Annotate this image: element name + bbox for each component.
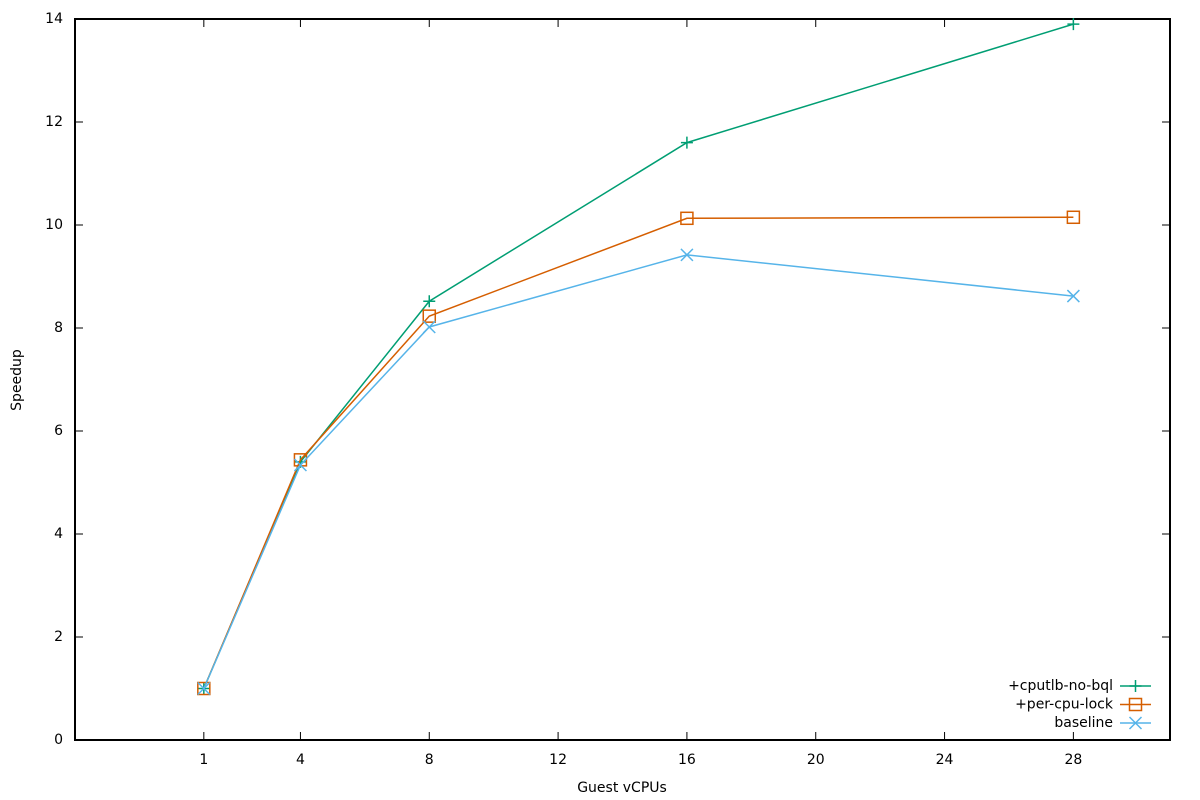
marker [680, 248, 694, 262]
x-tick-label: 12 [549, 752, 567, 768]
y-axis-label: Speedup [9, 349, 25, 411]
series-line [203, 254, 1074, 689]
x-tick-label: 20 [807, 752, 825, 768]
x-axis-label: Guest vCPUs [577, 780, 667, 796]
y-tick-label: 14 [45, 11, 63, 27]
y-tick-label: 10 [45, 217, 63, 233]
x-tick-label: 1 [199, 752, 208, 768]
x-tick-label: 28 [1064, 752, 1082, 768]
marker [680, 211, 694, 226]
y-tick-label: 4 [54, 526, 63, 542]
y-tick-label: 12 [45, 114, 63, 130]
marker [293, 458, 307, 472]
marker [1067, 18, 1080, 31]
marker [1066, 289, 1080, 303]
marker [422, 309, 437, 323]
y-tick-label: 0 [54, 732, 63, 748]
series-line [203, 216, 1074, 689]
y-tick-label: 6 [54, 423, 63, 439]
marker [422, 320, 436, 334]
marker [197, 681, 211, 696]
marker [197, 681, 211, 696]
marker [1066, 210, 1081, 225]
marker [1128, 716, 1143, 730]
x-tick-label: 4 [296, 752, 305, 768]
marker [1129, 680, 1142, 692]
y-tick-label: 8 [54, 320, 63, 336]
legend-label: +per-cpu-lock [1015, 697, 1114, 713]
x-tick-label: 8 [425, 752, 434, 768]
x-tick-label: 16 [678, 752, 696, 768]
series-line [203, 23, 1074, 689]
marker [423, 295, 436, 308]
marker [680, 136, 693, 149]
y-tick-label: 2 [54, 629, 63, 645]
marker [1128, 697, 1143, 712]
x-tick-label: 24 [936, 752, 954, 768]
plot-frame [74, 18, 1171, 741]
legend-label: baseline [1054, 715, 1113, 731]
legend-label: +cputlb-no-bql [1008, 678, 1113, 694]
